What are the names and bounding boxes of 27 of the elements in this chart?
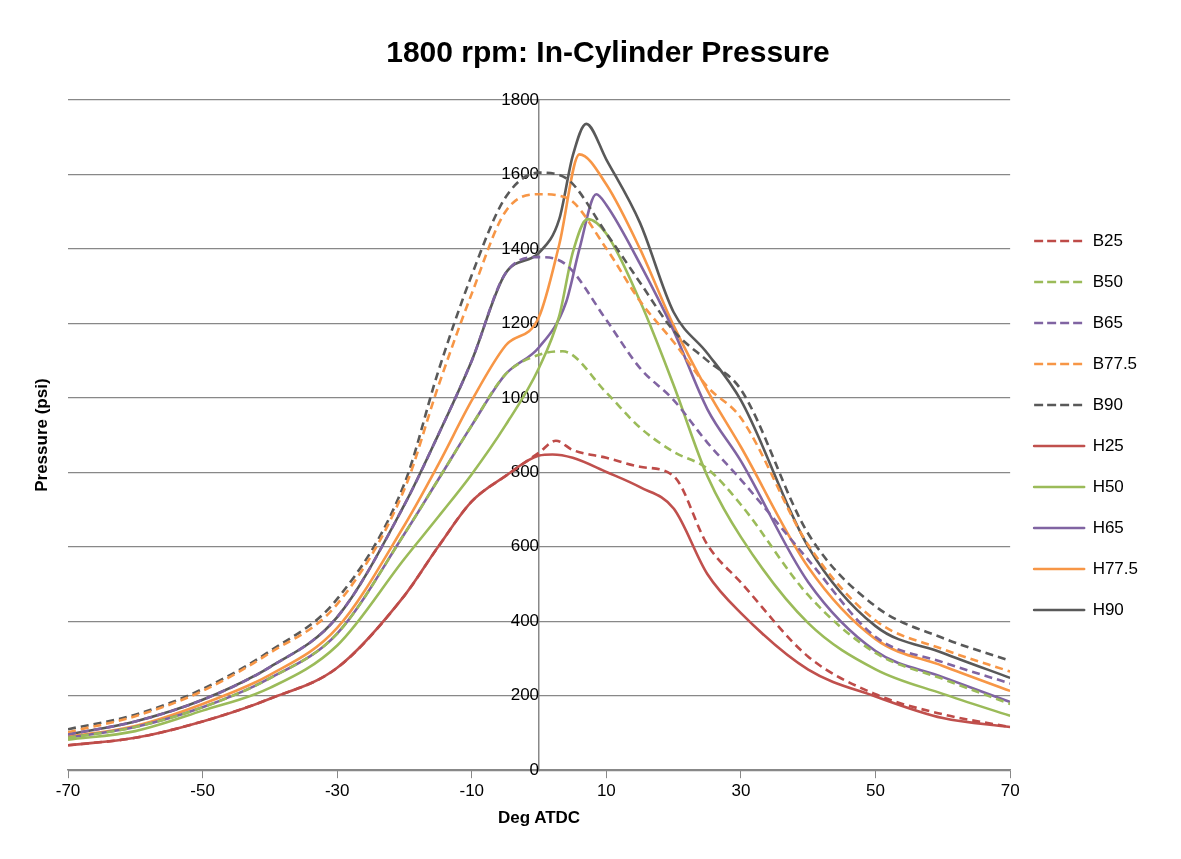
x-tick-label: 10: [596, 781, 616, 801]
x-axis-title: Deg ATDC: [497, 808, 581, 828]
legend-label: H90: [1092, 599, 1124, 619]
x-tick-label: -50: [190, 781, 215, 801]
legend-label: B77.5: [1092, 353, 1138, 373]
legend-label: H50: [1092, 476, 1124, 496]
y-tick-label: 600: [510, 536, 540, 556]
x-tick-label: -10: [459, 781, 485, 801]
x-tick-label: 70: [1000, 781, 1020, 801]
x-tick-label: -70: [55, 781, 81, 801]
legend-label: H77.5: [1092, 558, 1139, 578]
chart-title: 1800 rpm: In-Cylinder Pressure: [386, 35, 830, 69]
legend-label: B50: [1092, 271, 1123, 291]
legend-label: B65: [1092, 312, 1123, 332]
legend-label: B90: [1092, 394, 1123, 414]
x-tick-label: -30: [324, 781, 350, 801]
y-tick-label: 1400: [501, 238, 540, 258]
y-tick-label: 1800: [501, 89, 540, 109]
legend-label: H25: [1092, 435, 1124, 455]
legend-label: H65: [1092, 517, 1124, 537]
y-tick-label: 200: [510, 685, 540, 705]
legend-label: B25: [1092, 230, 1123, 250]
x-tick-label: 30: [731, 781, 751, 801]
y-tick-label: 0: [529, 759, 540, 779]
y-tick-label: 400: [510, 610, 540, 630]
y-axis-title: Pressure (psi): [31, 378, 51, 492]
x-tick-label: 50: [866, 781, 886, 801]
